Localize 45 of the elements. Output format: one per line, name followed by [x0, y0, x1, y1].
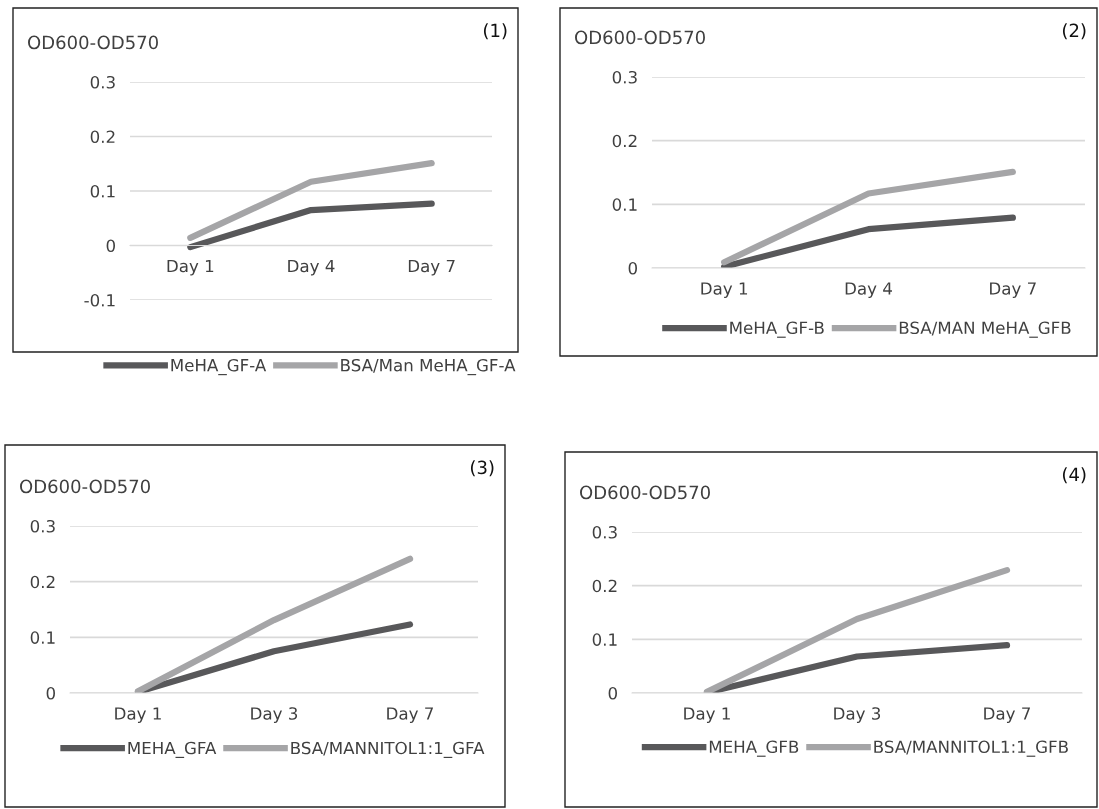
x-tick-label: Day 1 — [115, 707, 161, 724]
legend-label: MEHA_GFA — [128, 741, 217, 758]
y-tick-label: 0.2 — [592, 579, 617, 593]
y-tick-label: 0.2 — [90, 130, 115, 144]
legend-label: BSA/MANNITOL1:1_GFA — [291, 741, 485, 758]
legend-label: BSA/MANNITOL1:1_GFB — [874, 740, 1068, 757]
x-tick-label: Day 7 — [387, 707, 433, 724]
x-tick-label: Day 4 — [845, 282, 892, 299]
legend-label: BSA/Man MeHA_GF-A — [341, 358, 516, 376]
text: (2) — [1062, 23, 1086, 40]
text: (1) — [483, 23, 507, 40]
x-tick-label: Day 7 — [408, 259, 455, 276]
y-tick-label: 0.3 — [30, 519, 55, 533]
y-tick-label: 0.2 — [612, 134, 637, 148]
y-axis-title: OD600-OD570 — [575, 30, 705, 45]
x-tick-label: Day 1 — [684, 707, 730, 724]
x-tick-label: Day 4 — [288, 259, 335, 276]
y-tick-label: 0 — [608, 686, 617, 700]
y-tick-label: 0.1 — [592, 633, 617, 646]
legend-label: MeHA_GF-A — [171, 358, 267, 376]
legend-label: BSA/MAN MeHA_GFB — [899, 321, 1071, 338]
y-tick-label: 0.1 — [612, 198, 637, 211]
y-tick-label: 0.3 — [592, 525, 617, 539]
y-axis-title: OD600-OD570 — [28, 35, 158, 50]
y-tick-label: -0.1 — [84, 293, 115, 307]
y-tick-label: 0.1 — [90, 184, 115, 198]
text: (3) — [470, 460, 494, 477]
y-tick-label: 0 — [628, 261, 637, 275]
y-tick-label: 0.3 — [612, 70, 637, 84]
x-tick-label: Day 1 — [701, 282, 748, 299]
y-tick-label: 0 — [46, 686, 55, 700]
x-tick-label: Day 3 — [834, 707, 881, 724]
x-tick-label: Day 7 — [990, 282, 1036, 299]
legend-label: MEHA_GFB — [709, 740, 799, 757]
y-axis-title: OD600-OD570 — [580, 485, 710, 500]
x-tick-label: Day 7 — [984, 707, 1030, 724]
y-tick-label: 0.3 — [90, 75, 115, 89]
x-tick-label: Day 3 — [251, 707, 298, 724]
y-tick-label: 0.1 — [30, 631, 55, 644]
y-tick-label: 0.2 — [30, 575, 55, 589]
y-axis-title: OD600-OD570 — [20, 479, 150, 494]
legend-label: MeHA_GF-B — [730, 321, 824, 338]
x-tick-label: Day 1 — [167, 259, 214, 276]
text: (4) — [1062, 467, 1086, 484]
y-tick-label: 0 — [106, 239, 115, 253]
